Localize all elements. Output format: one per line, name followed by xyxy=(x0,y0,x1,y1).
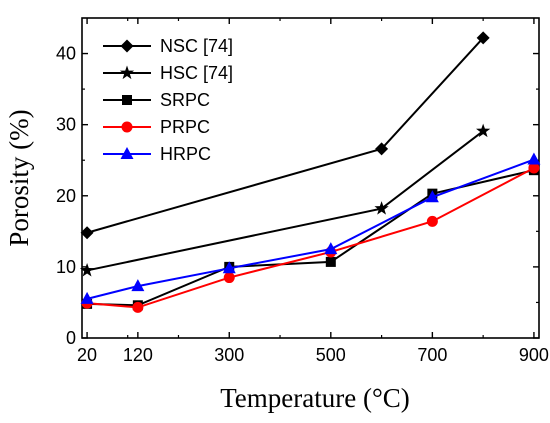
series-hsc-74 xyxy=(79,123,491,277)
data-point xyxy=(527,152,541,165)
data-point xyxy=(80,291,94,304)
data-point xyxy=(79,262,95,277)
x-axis-ticks: 20 120 300 500 700 900 xyxy=(77,18,549,365)
data-point xyxy=(375,142,389,156)
data-point xyxy=(223,272,235,284)
x-tick-label: 300 xyxy=(214,345,244,365)
data-point xyxy=(425,190,439,203)
data-point xyxy=(476,123,491,138)
series-line xyxy=(87,169,535,307)
x-tick-label: 900 xyxy=(519,345,549,365)
data-point xyxy=(476,31,490,45)
series-line xyxy=(86,167,535,309)
x-axis-title: Temperature (°C) xyxy=(220,383,410,413)
x-tick-label: 120 xyxy=(123,345,153,365)
x-tick-label: 700 xyxy=(417,345,447,365)
series-line xyxy=(86,158,535,300)
legend-item: HRPC xyxy=(103,144,211,164)
y-tick-label: 20 xyxy=(56,186,76,206)
y-tick-label: 30 xyxy=(56,115,76,135)
series-hrpc xyxy=(80,152,541,304)
y-tick-label: 0 xyxy=(66,328,76,348)
legend-marker xyxy=(120,147,134,159)
legend-marker xyxy=(119,65,135,80)
data-point xyxy=(80,226,94,240)
data-point xyxy=(325,256,336,267)
legend: NSC [74] HSC [74] SRPC PRPC HRPC xyxy=(103,36,233,164)
legend-label: SRPC xyxy=(160,90,210,110)
x-tick-label: 20 xyxy=(77,345,97,365)
plot-frame xyxy=(81,17,540,339)
y-tick-label: 40 xyxy=(56,44,76,64)
data-point xyxy=(528,162,540,174)
legend-marker xyxy=(122,95,132,105)
series-line xyxy=(86,37,484,234)
legend-item: NSC [74] xyxy=(103,36,233,56)
data-point xyxy=(132,301,144,313)
legend-item: PRPC xyxy=(103,117,210,137)
series-prpc xyxy=(81,162,540,313)
y-tick-label: 10 xyxy=(56,257,76,277)
data-point xyxy=(324,242,338,255)
legend-label: HRPC xyxy=(160,144,211,164)
legend-marker xyxy=(121,121,133,133)
legend-item: HSC [74] xyxy=(103,63,233,83)
data-point xyxy=(131,279,145,292)
data-point xyxy=(222,261,236,274)
data-point xyxy=(374,201,389,215)
data-point xyxy=(426,215,438,227)
legend-label: PRPC xyxy=(160,117,210,137)
y-axis-ticks: 0 10 20 30 40 xyxy=(56,44,539,348)
series-srpc xyxy=(82,165,539,311)
legend-label: NSC [74] xyxy=(160,36,233,56)
x-tick-label: 500 xyxy=(316,345,346,365)
y-axis-title: Porosity (%) xyxy=(4,109,34,246)
series-nsc-74 xyxy=(80,31,490,240)
legend-label: HSC [74] xyxy=(160,63,233,83)
legend-marker xyxy=(120,39,134,53)
legend-item: SRPC xyxy=(103,90,210,110)
series-group xyxy=(79,31,541,313)
plot-area xyxy=(81,17,540,339)
